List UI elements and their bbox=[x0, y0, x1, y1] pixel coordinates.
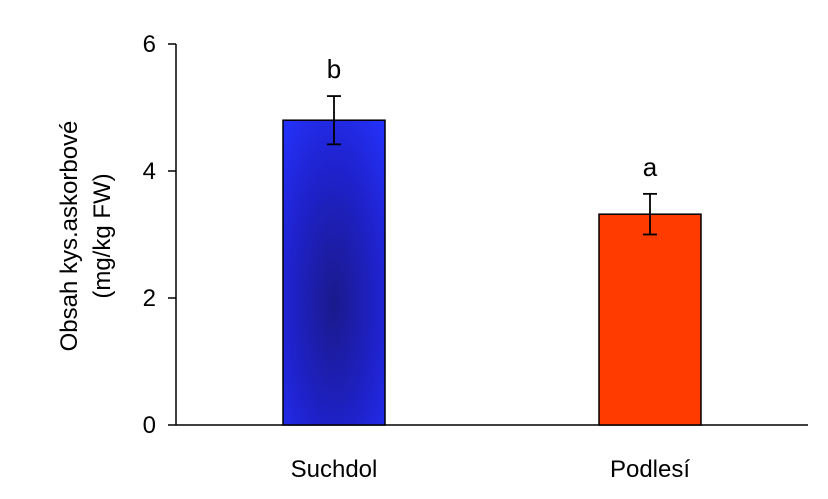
bar-podlesí bbox=[598, 213, 702, 426]
significance-letters: ba bbox=[327, 54, 658, 182]
y-ticks: 0 2 4 6 bbox=[143, 31, 176, 439]
error-bars bbox=[327, 95, 657, 236]
category-label: Suchdol bbox=[291, 456, 378, 483]
y-tick-label: 0 bbox=[143, 412, 156, 439]
category-label: Podlesí bbox=[610, 456, 690, 483]
y-axis-title: Obsah kys.askorbové (mg/kg FW) bbox=[56, 121, 116, 352]
y-axis-title-line-2: (mg/kg FW) bbox=[89, 173, 116, 298]
y-tick-label: 4 bbox=[143, 158, 156, 185]
bars bbox=[282, 119, 702, 426]
y-axis-title-line-1: Obsah kys.askorbové bbox=[56, 121, 83, 352]
category-labels: Suchdol Podlesí bbox=[291, 456, 691, 483]
significance-letter: b bbox=[327, 54, 341, 84]
y-tick-label: 6 bbox=[143, 31, 156, 58]
significance-letter: a bbox=[643, 152, 658, 182]
y-tick-label: 2 bbox=[143, 285, 156, 312]
axes bbox=[175, 44, 808, 426]
bar-suchdol bbox=[282, 119, 386, 426]
